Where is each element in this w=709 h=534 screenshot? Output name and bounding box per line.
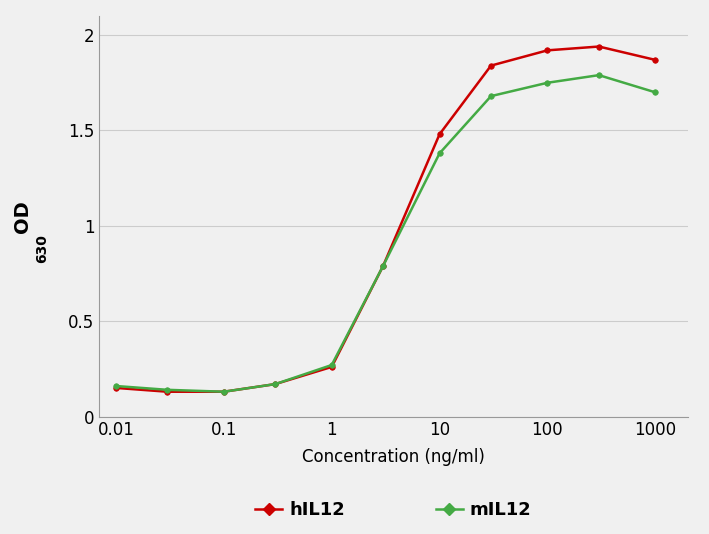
- hIL12: [271, 381, 279, 387]
- mIL12: [112, 383, 121, 389]
- Line: hIL12: hIL12: [113, 44, 658, 395]
- hIL12: [487, 62, 496, 69]
- hIL12: [543, 47, 552, 53]
- mIL12: [651, 89, 659, 96]
- hIL12: [112, 384, 121, 391]
- hIL12: [220, 389, 228, 395]
- mIL12: [271, 381, 279, 387]
- Line: mIL12: mIL12: [113, 73, 658, 395]
- mIL12: [163, 387, 172, 393]
- hIL12: [651, 57, 659, 63]
- mIL12: [487, 93, 496, 99]
- mIL12: [328, 362, 336, 368]
- Text: OD: OD: [13, 200, 32, 233]
- mIL12: [543, 80, 552, 86]
- Legend: hIL12, mIL12: hIL12, mIL12: [248, 493, 539, 526]
- hIL12: [163, 389, 172, 395]
- Text: 630: 630: [35, 234, 49, 263]
- hIL12: [435, 131, 444, 137]
- mIL12: [379, 263, 387, 269]
- hIL12: [379, 263, 387, 269]
- mIL12: [220, 389, 228, 395]
- mIL12: [435, 150, 444, 156]
- hIL12: [595, 43, 603, 50]
- hIL12: [328, 364, 336, 370]
- X-axis label: Concentration (ng/ml): Concentration (ng/ml): [302, 447, 485, 466]
- mIL12: [595, 72, 603, 78]
